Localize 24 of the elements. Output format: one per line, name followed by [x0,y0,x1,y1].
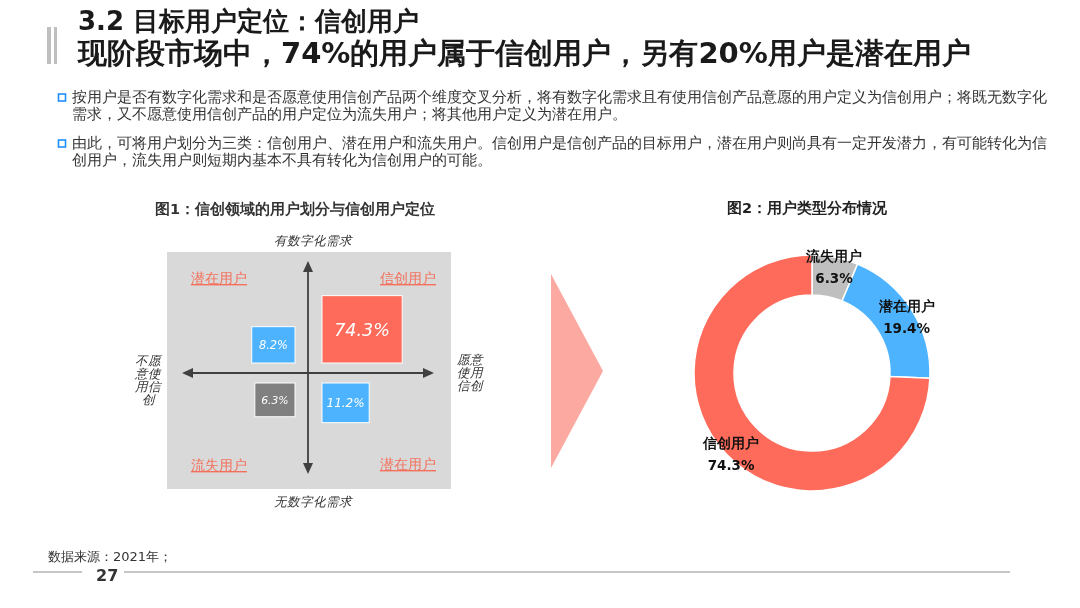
data-label: 6.3% [815,270,854,287]
text: 现阶段市场中，74%的用户属于信创用户，另有20%用户是潜在用户 [78,36,971,70]
category-label: 潜在用户 [380,456,436,472]
slice-label: 流失用户 [805,248,863,265]
text: 不愿意使用信创 [135,353,161,407]
text: 无数字化需求 [273,494,354,509]
category-label: 潜在用户 [191,270,247,286]
category-label: 流失用户 [191,457,247,473]
text: 3.2 目标用户定位：信创用户 [78,5,420,37]
text: 愿意使用信创 [457,352,483,393]
data-label: 11.2% [326,396,365,411]
data-label: 8.2% [258,337,288,352]
source-note: 数据来源：2021年； [48,549,173,565]
data-label: 6.3% [261,393,289,407]
data-label: 74.3% [334,319,391,340]
text: 图1：信创领域的用户划分与信创用户定位 [154,200,436,217]
text: 由此，可将用户划分为三类：信创用户、潜在用户和流失用户。信创用户是信创产品的目标用户，潜在用户则尚具有一定开发潜力，有可能转化为信创用户，流失用户则短期内基本不具有转化为信创用户的可能。 [72,135,1047,169]
chart-title: 图2：用户类型分布情况 [726,199,889,216]
slice-label: 信创用户 [702,435,760,452]
text: 27 [96,566,119,585]
text: 有数字化需求 [273,233,354,248]
slice-label: 潜在用户 [877,297,935,314]
text: 按用户是否有数字化需求和是否愿意使用信创产品两个维度交叉分析，将有数字化需求且有使用信创产品意愿的用户定义为信创用户；将既无数字化需求，又不愿意使用信创产品的用户定位为流失用户；将其他用户定义为潜在用户。 [72,89,1047,123]
category-label: 信创用户 [380,270,436,286]
